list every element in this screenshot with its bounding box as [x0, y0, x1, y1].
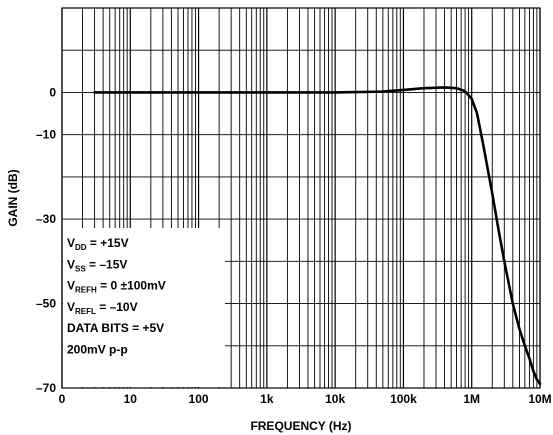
- x-tick-label: 0: [59, 392, 66, 406]
- x-tick-label: 100k: [390, 392, 417, 406]
- x-tick-label: 10: [124, 392, 138, 406]
- x-tick-label: 10k: [325, 392, 345, 406]
- plot-frame: [61, 7, 541, 389]
- conditions-box: [63, 228, 225, 387]
- y-tick-label: 0: [49, 85, 56, 99]
- x-tick-label: 1k: [260, 392, 274, 406]
- condition-line: 200mV p-p: [67, 343, 128, 357]
- y-tick-label: –70: [36, 381, 56, 395]
- x-tick-labels: 0 10 100 1k 10k 100k 1M 10M: [59, 392, 552, 406]
- x-tick-label: 1M: [463, 392, 480, 406]
- x-tick-label: 10M: [528, 392, 551, 406]
- conditions-annotation: VDD = +15V VSS = –15V VREFH = 0 ±100mV VREF…: [67, 236, 166, 357]
- gain-curve: [93, 86, 542, 386]
- y-tick-label: –10: [36, 128, 56, 142]
- condition-line: VSS = –15V: [67, 257, 127, 273]
- y-tick-labels: 0 –10 –30 –50 –70: [36, 85, 56, 395]
- y-axis-title: GAIN (dB): [6, 169, 20, 226]
- x-tick-label: 100: [189, 392, 209, 406]
- y-tick-label: –50: [36, 297, 56, 311]
- x-axis-title: FREQUENCY (Hz): [250, 419, 351, 433]
- condition-line: VREFH = 0 ±100mV: [67, 279, 166, 295]
- condition-line: VREFL = –10V: [67, 300, 138, 316]
- y-tick-label: –30: [36, 212, 56, 226]
- condition-line: DATA BITS = +5V: [67, 321, 164, 335]
- condition-line: VDD = +15V: [67, 236, 129, 252]
